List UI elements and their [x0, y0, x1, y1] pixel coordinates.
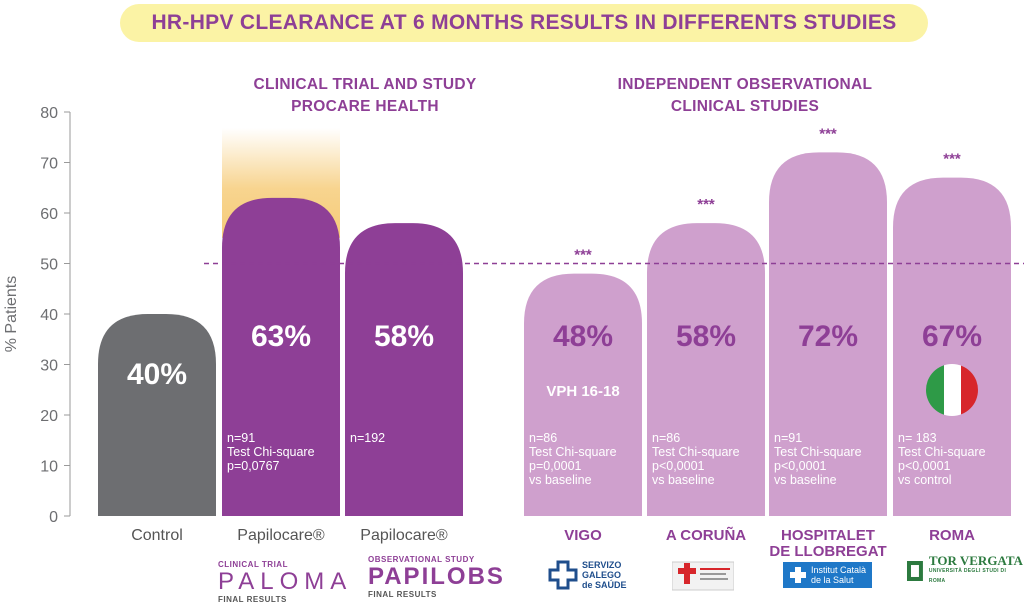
catsalut-logo-line2: de la Salut	[811, 575, 854, 585]
bar-value-label: 63%	[251, 320, 311, 353]
y-tick-label: 30	[40, 358, 58, 375]
bar-value-label: 72%	[798, 320, 858, 353]
bar-note-line: n=86	[652, 431, 680, 445]
papilobs-logo-name: PAPILOBS	[368, 563, 505, 590]
y-tick-label: 70	[40, 156, 58, 173]
bar-note-line: n= 183	[898, 431, 937, 445]
bar-value-label: 48%	[553, 320, 613, 353]
bar-note-line: p=0,0001	[529, 459, 582, 473]
italy-flag-icon	[926, 364, 978, 416]
x-category-label: Control	[131, 527, 183, 544]
group-header-observational-line1: INDEPENDENT OBSERVATIONAL	[617, 76, 873, 93]
papilobs-logo: OBSERVATIONAL STUDY PAPILOBS FINAL RESUL…	[368, 555, 505, 599]
y-tick-label: 80	[40, 105, 58, 122]
bar-note-line: p<0,0001	[774, 459, 827, 473]
tor-vergata-logo: TOR VERGATA UNIVERSITÀ DEGLI STUDI DI RO…	[905, 553, 1024, 586]
bar-note-line: Test Chi-square	[652, 445, 740, 459]
bar-1	[222, 197, 340, 516]
y-tick-label: 50	[40, 257, 58, 274]
significance-marker: ***	[697, 196, 715, 213]
y-tick-label: 20	[40, 408, 58, 425]
coruna-hospital-logo	[671, 558, 735, 599]
bar-value-label: 58%	[676, 320, 736, 353]
significance-marker: ***	[819, 125, 837, 142]
bar-note-line: Test Chi-square	[227, 445, 315, 459]
bar-value-label: 67%	[922, 320, 982, 353]
red-cross-icon	[671, 561, 735, 591]
bar-note-line: p<0,0001	[652, 459, 705, 473]
sergas-logo-line1: SERVIZO	[582, 560, 622, 570]
paloma-logo: CLINICAL TRIAL PALOMA FINAL RESULTS	[218, 560, 352, 604]
bar-note-line: n=86	[529, 431, 557, 445]
title-banner	[120, 4, 928, 42]
group-header-observational-line2: CLINICAL STUDIES	[670, 98, 820, 115]
bar-note-line: vs control	[898, 473, 952, 487]
significance-marker: ***	[943, 151, 961, 168]
group-header-observational: INDEPENDENT OBSERVATIONAL CLINICAL STUDI…	[585, 74, 905, 118]
catsalut-logo: Institut Català de la Salut	[783, 562, 873, 588]
group-header-procare-line2: PROCARE HEALTH	[291, 98, 439, 115]
bar-note-line: n=91	[227, 431, 255, 445]
papilobs-logo-bottom: FINAL RESULTS	[368, 590, 437, 599]
bar-note-line: n=192	[350, 431, 385, 445]
paloma-logo-top: CLINICAL TRIAL	[218, 560, 288, 569]
chart-title: HR-HPV CLEARANCE AT 6 MONTHS RESULTS IN …	[151, 11, 897, 34]
bar-5	[769, 152, 887, 516]
bar-note-line: Test Chi-square	[529, 445, 617, 459]
bar-note-line: Test Chi-square	[898, 445, 986, 459]
significance-marker: ***	[574, 247, 592, 264]
x-category-label: ROMA	[929, 527, 975, 544]
bar-note-line: Test Chi-square	[774, 445, 862, 459]
bar-note-line: p=0,0767	[227, 459, 280, 473]
bar-note-line: p<0,0001	[898, 459, 951, 473]
bar-note-line: vs baseline	[652, 473, 715, 487]
sergas-logo: SERVIZO GALEGO de SAÚDE	[548, 560, 627, 590]
tor-vergata-shield-icon	[906, 561, 923, 581]
catsalut-cross-icon	[790, 567, 806, 583]
y-axis-label: % Patients	[3, 276, 20, 352]
x-category-label: VIGO	[564, 527, 602, 544]
group-header-procare: CLINICAL TRIAL AND STUDY PROCARE HEALTH	[210, 74, 520, 118]
bar-4	[647, 223, 765, 516]
bar-note-line: n=91	[774, 431, 802, 445]
bar-6	[893, 177, 1011, 516]
sergas-logo-line3: de SAÚDE	[582, 580, 627, 590]
bar-2	[345, 223, 463, 516]
paloma-logo-name: PALOMA	[218, 568, 353, 595]
group-header-procare-line1: CLINICAL TRIAL AND STUDY	[253, 76, 477, 93]
x-category-label: DE LLOBREGAT	[769, 543, 886, 560]
sergas-cross-icon	[548, 560, 578, 590]
x-category-label: Papilocare®	[360, 527, 448, 544]
bar-value-label: 58%	[374, 320, 434, 353]
bar-subtitle: VPH 16-18	[546, 383, 619, 400]
y-tick-label: 40	[40, 307, 58, 324]
papilobs-logo-top: OBSERVATIONAL STUDY	[368, 555, 475, 564]
tor-vergata-logo-name: TOR VERGATA	[928, 553, 1023, 568]
catsalut-logo-line1: Institut Català	[811, 565, 867, 575]
tor-vergata-logo-sub: UNIVERSITÀ DEGLI STUDI DI ROMA	[928, 568, 1007, 584]
sergas-logo-line2: GALEGO	[582, 570, 622, 580]
x-category-label: Papilocare®	[237, 527, 325, 544]
bar-0	[98, 314, 216, 516]
bar-value-label: 40%	[127, 358, 187, 391]
y-tick-label: 10	[40, 459, 58, 476]
paloma-logo-bottom: FINAL RESULTS	[218, 595, 287, 604]
x-category-label: HOSPITALET	[781, 527, 875, 544]
y-tick-label: 0	[49, 509, 58, 526]
bar-note-line: vs baseline	[529, 473, 592, 487]
bar-note-line: vs baseline	[774, 473, 837, 487]
y-tick-label: 60	[40, 206, 58, 223]
x-category-label: A CORUÑA	[666, 526, 746, 544]
bar-3	[524, 273, 642, 516]
